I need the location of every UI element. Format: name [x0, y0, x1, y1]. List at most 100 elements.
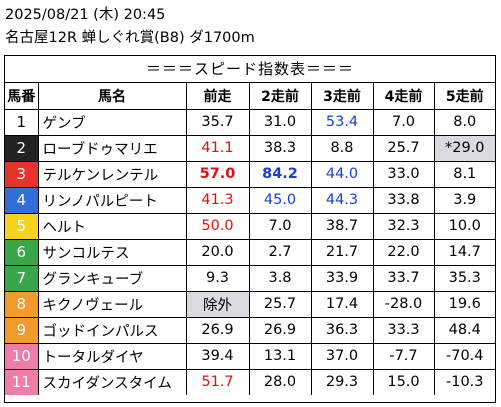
race-datetime: 2025/08/21 (木) 20:45 — [5, 7, 166, 23]
horse-number: 4 — [5, 186, 39, 214]
speed-index-table: 馬番 馬名 前走 2走前 3走前 4走前 5走前 1 ゲンブ 35.7 31.0 53.… — [5, 83, 495, 395]
horse-name: リンノパルピート — [37, 186, 187, 214]
horse-number: 6 — [5, 238, 39, 266]
col-header-number: 馬番 — [5, 83, 39, 110]
speed-index-4-races-ago: 33.3 — [372, 316, 435, 344]
speed-index-5-races-ago: 35.3 — [433, 264, 495, 292]
horse-name: サンコルテス — [37, 238, 187, 266]
horse-number: 3 — [5, 160, 39, 188]
speed-index-4-races-ago: 25.7 — [372, 134, 435, 162]
horse-number: 2 — [5, 134, 39, 162]
table-row: 6 サンコルテス 20.0 2.7 21.7 22.0 14.7 — [5, 238, 495, 266]
speed-index-2-races-ago: 7.0 — [248, 212, 312, 240]
table-row: 5 ヘルト 50.0 7.0 38.7 32.3 10.0 — [5, 212, 495, 240]
horse-name: テルケンレンテル — [37, 160, 187, 188]
speed-index-last-race: 除外 — [185, 290, 250, 318]
speed-index-panel: ＝＝＝スピード指数表＝＝＝ 馬番 馬名 前走 2走前 3走前 4走前 — [4, 55, 496, 403]
speed-index-2-races-ago: 2.7 — [248, 238, 312, 266]
horse-name: ゲンブ — [37, 108, 187, 136]
speed-index-2-races-ago: 28.0 — [248, 368, 312, 395]
speed-index-5-races-ago: 48.4 — [433, 316, 495, 344]
horse-name: スカイダンスタイム — [37, 368, 187, 395]
table-row: 1 ゲンブ 35.7 31.0 53.4 7.0 8.0 — [5, 108, 495, 136]
horse-name: ローブドゥマリエ — [37, 134, 187, 162]
speed-index-5-races-ago: *29.0 — [433, 134, 495, 162]
table-row: 8 キクノヴェール 除外 25.7 17.4 -28.0 19.6 — [5, 290, 495, 318]
speed-index-3-races-ago: 44.0 — [310, 160, 374, 188]
header-row: 馬番 馬名 前走 2走前 3走前 4走前 5走前 — [5, 83, 495, 110]
speed-index-2-races-ago: 45.0 — [248, 186, 312, 214]
table-row: 7 グランキューブ 9.3 3.8 33.9 33.7 35.3 — [5, 264, 495, 292]
horse-name: グランキューブ — [37, 264, 187, 292]
speed-index-3-races-ago: 21.7 — [310, 238, 374, 266]
speed-index-3-races-ago: 36.3 — [310, 316, 374, 344]
horse-name: キクノヴェール — [37, 290, 187, 318]
col-header-5-races-ago: 5走前 — [433, 83, 495, 110]
speed-index-2-races-ago: 25.7 — [248, 290, 312, 318]
speed-index-last-race: 41.3 — [185, 186, 250, 214]
speed-index-3-races-ago: 17.4 — [310, 290, 374, 318]
speed-index-4-races-ago: 7.0 — [372, 108, 435, 136]
speed-index-last-race: 35.7 — [185, 108, 250, 136]
horse-name: トータルダイヤ — [37, 342, 187, 370]
horse-number: 1 — [5, 108, 39, 136]
table-row: 11 スカイダンスタイム 51.7 28.0 29.3 15.0 -10.3 — [5, 368, 495, 395]
horse-name: ゴッドインパルス — [37, 316, 187, 344]
speed-index-5-races-ago: 8.0 — [433, 108, 495, 136]
speed-index-3-races-ago: 53.4 — [310, 108, 374, 136]
table-row: 3 テルケンレンテル 57.0 84.2 44.0 33.0 8.1 — [5, 160, 495, 188]
speed-index-2-races-ago: 13.1 — [248, 342, 312, 370]
race-title: 名古屋12R 蝉しぐれ賞(B8) ダ1700m — [5, 30, 255, 46]
table-row: 9 ゴッドインパルス 26.9 26.9 36.3 33.3 48.4 — [5, 316, 495, 344]
speed-index-2-races-ago: 38.3 — [248, 134, 312, 162]
speed-index-last-race: 20.0 — [185, 238, 250, 266]
speed-index-4-races-ago: -7.7 — [372, 342, 435, 370]
table-row: 10 トータルダイヤ 39.4 13.1 37.0 -7.7 -70.4 — [5, 342, 495, 370]
speed-index-5-races-ago: -70.4 — [433, 342, 495, 370]
horse-number: 8 — [5, 290, 39, 318]
speed-index-last-race: 41.1 — [185, 134, 250, 162]
speed-index-4-races-ago: 22.0 — [372, 238, 435, 266]
speed-index-4-races-ago: 33.0 — [372, 160, 435, 188]
table-row: 2 ローブドゥマリエ 41.1 38.3 8.8 25.7 *29.0 — [5, 134, 495, 162]
table-banner: ＝＝＝スピード指数表＝＝＝ — [5, 56, 495, 83]
speed-index-5-races-ago: -10.3 — [433, 368, 495, 395]
col-header-last-race: 前走 — [185, 83, 250, 110]
speed-index-3-races-ago: 44.3 — [310, 186, 374, 214]
col-header-4-races-ago: 4走前 — [372, 83, 435, 110]
speed-index-last-race: 50.0 — [185, 212, 250, 240]
col-header-horse-name: 馬名 — [37, 83, 187, 110]
col-header-2-races-ago: 2走前 — [248, 83, 312, 110]
speed-index-5-races-ago: 19.6 — [433, 290, 495, 318]
speed-index-2-races-ago: 84.2 — [248, 160, 312, 188]
col-header-3-races-ago: 3走前 — [310, 83, 374, 110]
speed-index-4-races-ago: 32.3 — [372, 212, 435, 240]
speed-index-5-races-ago: 3.9 — [433, 186, 495, 214]
speed-index-last-race: 51.7 — [185, 368, 250, 395]
speed-index-last-race: 57.0 — [185, 160, 250, 188]
horse-number: 5 — [5, 212, 39, 240]
horse-number: 11 — [5, 368, 39, 395]
horse-number: 7 — [5, 264, 39, 292]
table-row: 4 リンノパルピート 41.3 45.0 44.3 33.8 3.9 — [5, 186, 495, 214]
horse-name: ヘルト — [37, 212, 187, 240]
speed-index-last-race: 26.9 — [185, 316, 250, 344]
speed-index-last-race: 9.3 — [185, 264, 250, 292]
speed-index-4-races-ago: 33.8 — [372, 186, 435, 214]
speed-index-3-races-ago: 8.8 — [310, 134, 374, 162]
speed-index-5-races-ago: 10.0 — [433, 212, 495, 240]
speed-index-3-races-ago: 38.7 — [310, 212, 374, 240]
speed-index-3-races-ago: 29.3 — [310, 368, 374, 395]
speed-index-2-races-ago: 26.9 — [248, 316, 312, 344]
speed-index-2-races-ago: 3.8 — [248, 264, 312, 292]
horse-number: 10 — [5, 342, 39, 370]
speed-index-3-races-ago: 33.9 — [310, 264, 374, 292]
speed-index-4-races-ago: -28.0 — [372, 290, 435, 318]
speed-index-4-races-ago: 33.7 — [372, 264, 435, 292]
speed-index-last-race: 39.4 — [185, 342, 250, 370]
speed-index-5-races-ago: 8.1 — [433, 160, 495, 188]
speed-index-3-races-ago: 37.0 — [310, 342, 374, 370]
horse-number: 9 — [5, 316, 39, 344]
speed-index-4-races-ago: 15.0 — [372, 368, 435, 395]
